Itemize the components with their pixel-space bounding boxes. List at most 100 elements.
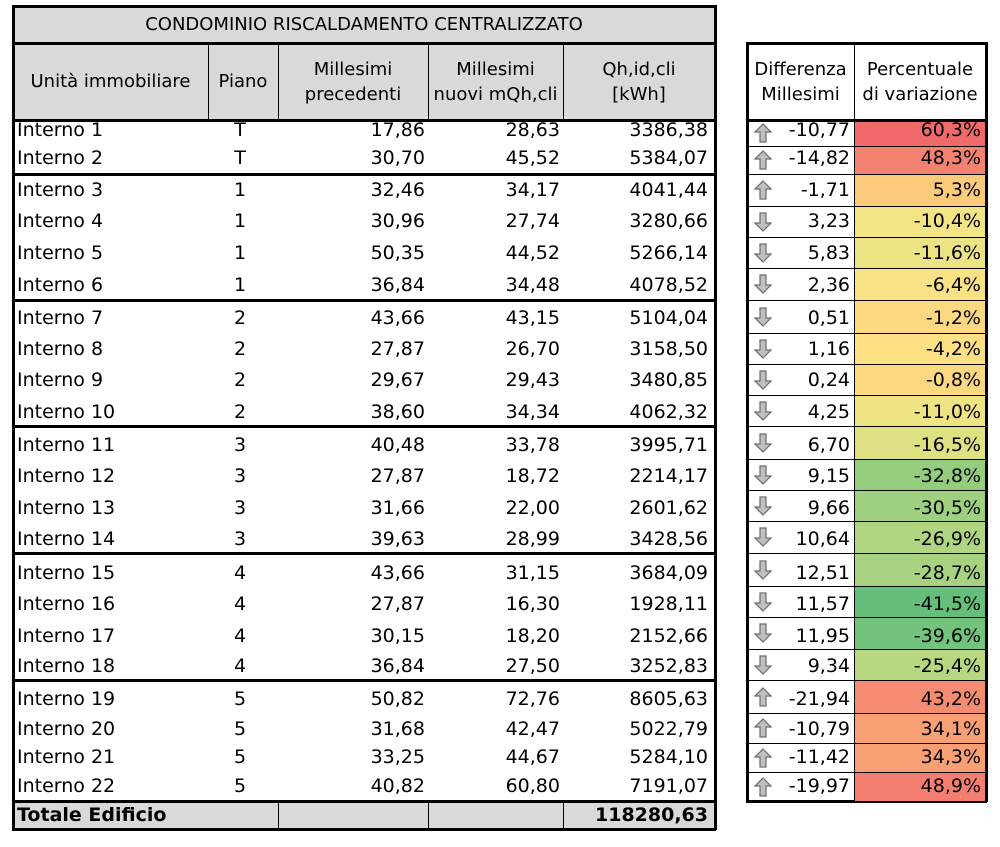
cell-new-thousandths: 18,20 (505, 625, 560, 647)
arrow-down-icon (754, 274, 772, 294)
cell-unit: Interno 20 (17, 718, 116, 740)
variation-row-separator (747, 521, 986, 522)
cell-percent: -10,4% (913, 210, 981, 232)
cell-old-thousandths: 43,66 (370, 562, 425, 584)
cell-unit: Interno 15 (17, 562, 116, 584)
cell-new-thousandths: 26,70 (505, 338, 560, 360)
variation-row-separator (747, 395, 986, 396)
cell-energy: 3386,38 (629, 119, 708, 141)
percent-cell-bg (855, 681, 985, 713)
cell-energy: 8605,63 (629, 688, 708, 710)
percent-cell-bg (855, 554, 985, 586)
cell-new-thousandths: 34,48 (505, 274, 560, 296)
cell-percent: -39,6% (913, 625, 981, 647)
cell-percent: -0,8% (925, 369, 981, 391)
variation-border-left (746, 42, 749, 802)
cell-energy: 4062,32 (629, 401, 708, 423)
total-rule (12, 800, 716, 803)
header-diff: Differenza Millesimi (754, 58, 847, 105)
arrow-down-icon (754, 655, 772, 675)
cell-floor: 2 (233, 369, 247, 391)
cell-new-thousandths: 44,52 (505, 242, 560, 264)
cell-new-thousandths: 31,15 (505, 562, 560, 584)
cell-unit: Interno 5 (17, 242, 104, 264)
cell-percent: -41,5% (913, 593, 981, 615)
arrow-up-icon (754, 687, 772, 707)
header-col-separator (208, 43, 209, 120)
cell-diff: 9,15 (807, 465, 850, 487)
cell-unit: Interno 16 (17, 593, 116, 615)
cell-diff: -11,42 (788, 746, 850, 768)
header-unit: Unità immobiliare (30, 71, 191, 92)
cell-unit: Interno 1 (17, 119, 104, 141)
header-col-separator (563, 43, 564, 120)
variation-border-right (985, 42, 988, 802)
cell-percent: -6,4% (925, 274, 981, 296)
percent-cell-bg (855, 207, 985, 237)
cell-old-thousandths: 33,25 (370, 746, 425, 768)
percent-cell-bg (855, 773, 985, 801)
percent-cell-bg (855, 744, 985, 772)
cell-unit: Interno 2 (17, 147, 104, 169)
cell-floor: 4 (233, 625, 247, 647)
variation-row-separator (747, 426, 986, 427)
cell-diff: -10,79 (788, 718, 850, 740)
cell-old-thousandths: 39,63 (370, 528, 425, 550)
cell-unit: Interno 22 (17, 775, 116, 797)
cell-new-thousandths: 45,52 (505, 147, 560, 169)
arrow-up-icon (754, 748, 772, 768)
arrow-up-icon (754, 123, 772, 143)
cell-energy: 3158,50 (629, 338, 708, 360)
header-new-thousandths: Millesimi nuovi mQh,cli (433, 58, 558, 105)
arrow-down-icon (754, 465, 772, 485)
total-col-separator (278, 801, 279, 829)
cell-old-thousandths: 50,35 (370, 242, 425, 264)
arrow-up-icon (754, 180, 772, 200)
cell-energy: 2152,66 (629, 625, 708, 647)
cell-new-thousandths: 43,15 (505, 307, 560, 329)
cell-diff: 0,51 (807, 307, 850, 329)
cell-percent: -28,7% (913, 562, 981, 584)
arrow-up-icon (754, 718, 772, 738)
cell-floor: 1 (233, 179, 247, 201)
cell-unit: Interno 4 (17, 210, 104, 232)
cell-diff: 9,66 (807, 497, 850, 519)
cell-percent: 5,3% (932, 179, 981, 201)
header-col-separator (278, 43, 279, 120)
percent-cell-bg (855, 491, 985, 521)
cell-floor: 2 (233, 307, 247, 329)
cell-energy: 5266,14 (629, 242, 708, 264)
percent-cell-bg (855, 522, 985, 553)
cell-energy: 2601,62 (629, 497, 708, 519)
cell-old-thousandths: 36,84 (370, 655, 425, 677)
cell-energy: 5284,10 (629, 746, 708, 768)
cell-diff: 5,83 (807, 242, 850, 264)
variation-row-separator (747, 364, 986, 365)
cell-new-thousandths: 34,17 (505, 179, 560, 201)
header-percent: Percentuale di variazione (862, 58, 978, 105)
table-border-bottom (12, 828, 716, 831)
floor-group-rule (12, 679, 716, 682)
cell-floor: 4 (233, 655, 247, 677)
cell-diff: 11,95 (795, 625, 850, 647)
cell-percent: -1,2% (925, 307, 981, 329)
percent-cell-bg (855, 269, 985, 300)
variation-row-separator (747, 300, 986, 301)
cell-floor: 5 (233, 775, 247, 797)
header-bg (13, 43, 715, 120)
cell-energy: 4078,52 (629, 274, 708, 296)
percent-cell-bg (855, 175, 985, 206)
cell-percent: -25,4% (913, 655, 981, 677)
cell-old-thousandths: 40,82 (370, 775, 425, 797)
cell-unit: Interno 10 (17, 401, 116, 423)
cell-energy: 4041,44 (629, 179, 708, 201)
cell-unit: Interno 12 (17, 465, 116, 487)
cell-old-thousandths: 32,46 (370, 179, 425, 201)
cell-old-thousandths: 17,86 (370, 119, 425, 141)
cell-energy: 3480,85 (629, 369, 708, 391)
variation-row-separator (747, 206, 986, 207)
cell-old-thousandths: 29,67 (370, 369, 425, 391)
percent-cell-bg (855, 147, 985, 174)
cell-percent: 34,1% (920, 718, 981, 740)
arrow-down-icon (754, 243, 772, 263)
